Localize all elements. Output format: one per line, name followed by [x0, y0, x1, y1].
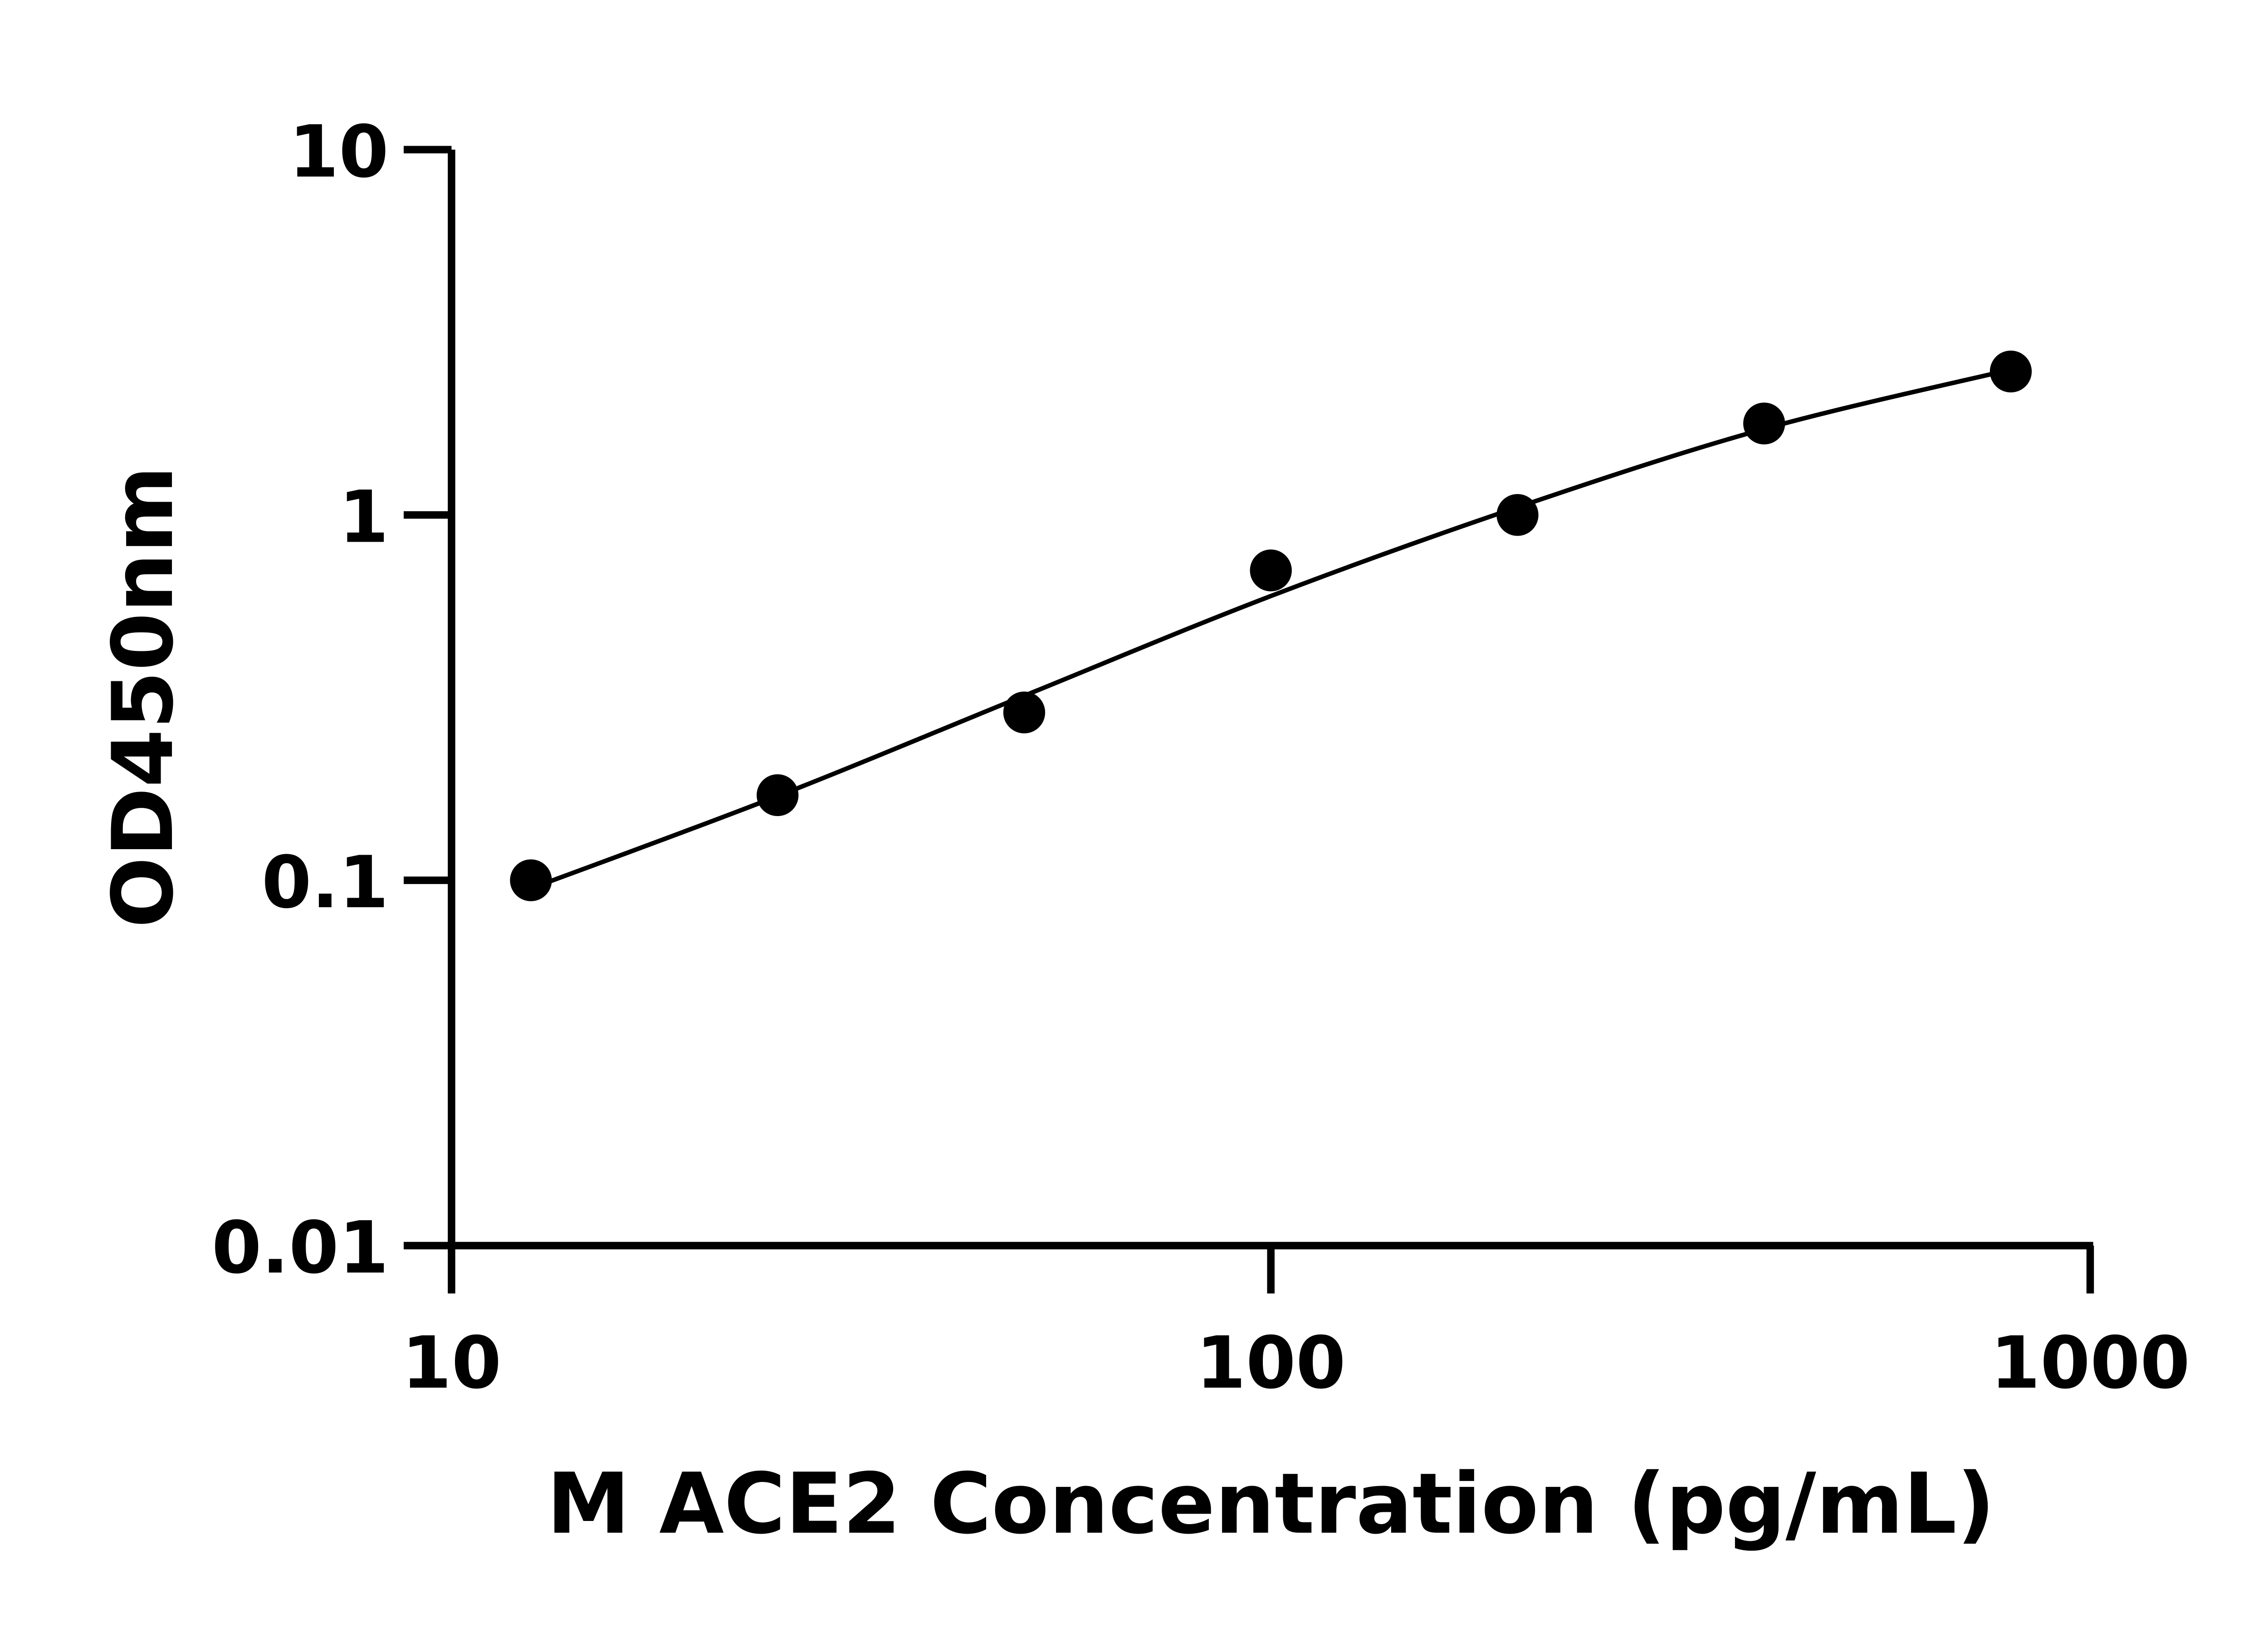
data-point	[1743, 402, 1785, 445]
y-tick-label: 1	[339, 476, 389, 559]
data-point	[1250, 549, 1292, 592]
y-tick-label: 0.01	[212, 1206, 389, 1290]
data-point	[1989, 350, 2032, 393]
x-tick-label: 10	[401, 1321, 501, 1405]
x-tick-label: 1000	[1990, 1321, 2190, 1405]
x-axis-label: M ACE2 Concentration (pg/mL)	[547, 1455, 1995, 1553]
data-point	[1003, 691, 1046, 733]
data-points	[510, 350, 2032, 901]
data-point	[757, 774, 799, 816]
y-tick-label: 10	[289, 110, 389, 194]
axes: 0.01 0.1 1 10 10 100 1000	[212, 110, 2190, 1405]
x-tick-label: 100	[1196, 1321, 1346, 1405]
fit-curve-group	[530, 367, 2012, 891]
y-axis-label: OD450nm	[94, 466, 192, 928]
data-point	[1496, 494, 1539, 536]
data-point	[510, 859, 552, 901]
y-tick-label: 0.1	[262, 841, 389, 924]
fit-curve	[530, 367, 2012, 891]
